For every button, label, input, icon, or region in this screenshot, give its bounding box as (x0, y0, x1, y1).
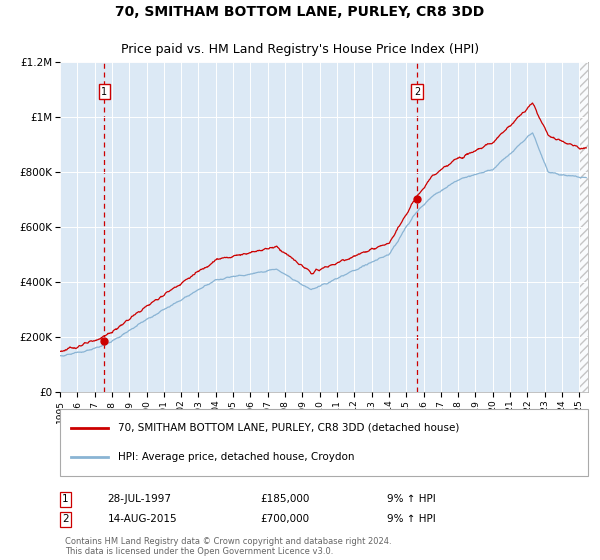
Text: £185,000: £185,000 (260, 494, 310, 505)
Text: 9% ↑ HPI: 9% ↑ HPI (388, 494, 436, 505)
Text: 70, SMITHAM BOTTOM LANE, PURLEY, CR8 3DD: 70, SMITHAM BOTTOM LANE, PURLEY, CR8 3DD (115, 5, 485, 19)
Text: 14-AUG-2015: 14-AUG-2015 (107, 515, 177, 525)
Text: 2: 2 (414, 87, 420, 97)
Text: £700,000: £700,000 (260, 515, 310, 525)
Text: 70, SMITHAM BOTTOM LANE, PURLEY, CR8 3DD (detached house): 70, SMITHAM BOTTOM LANE, PURLEY, CR8 3DD… (118, 423, 460, 433)
Text: 1: 1 (62, 494, 68, 505)
Text: 1: 1 (101, 87, 107, 97)
FancyBboxPatch shape (60, 409, 588, 476)
Text: 28-JUL-1997: 28-JUL-1997 (107, 494, 172, 505)
Text: Contains HM Land Registry data © Crown copyright and database right 2024.
This d: Contains HM Land Registry data © Crown c… (65, 536, 392, 556)
Text: Price paid vs. HM Land Registry's House Price Index (HPI): Price paid vs. HM Land Registry's House … (121, 43, 479, 56)
Text: 2: 2 (62, 515, 68, 525)
Text: HPI: Average price, detached house, Croydon: HPI: Average price, detached house, Croy… (118, 452, 355, 462)
Text: 9% ↑ HPI: 9% ↑ HPI (388, 515, 436, 525)
